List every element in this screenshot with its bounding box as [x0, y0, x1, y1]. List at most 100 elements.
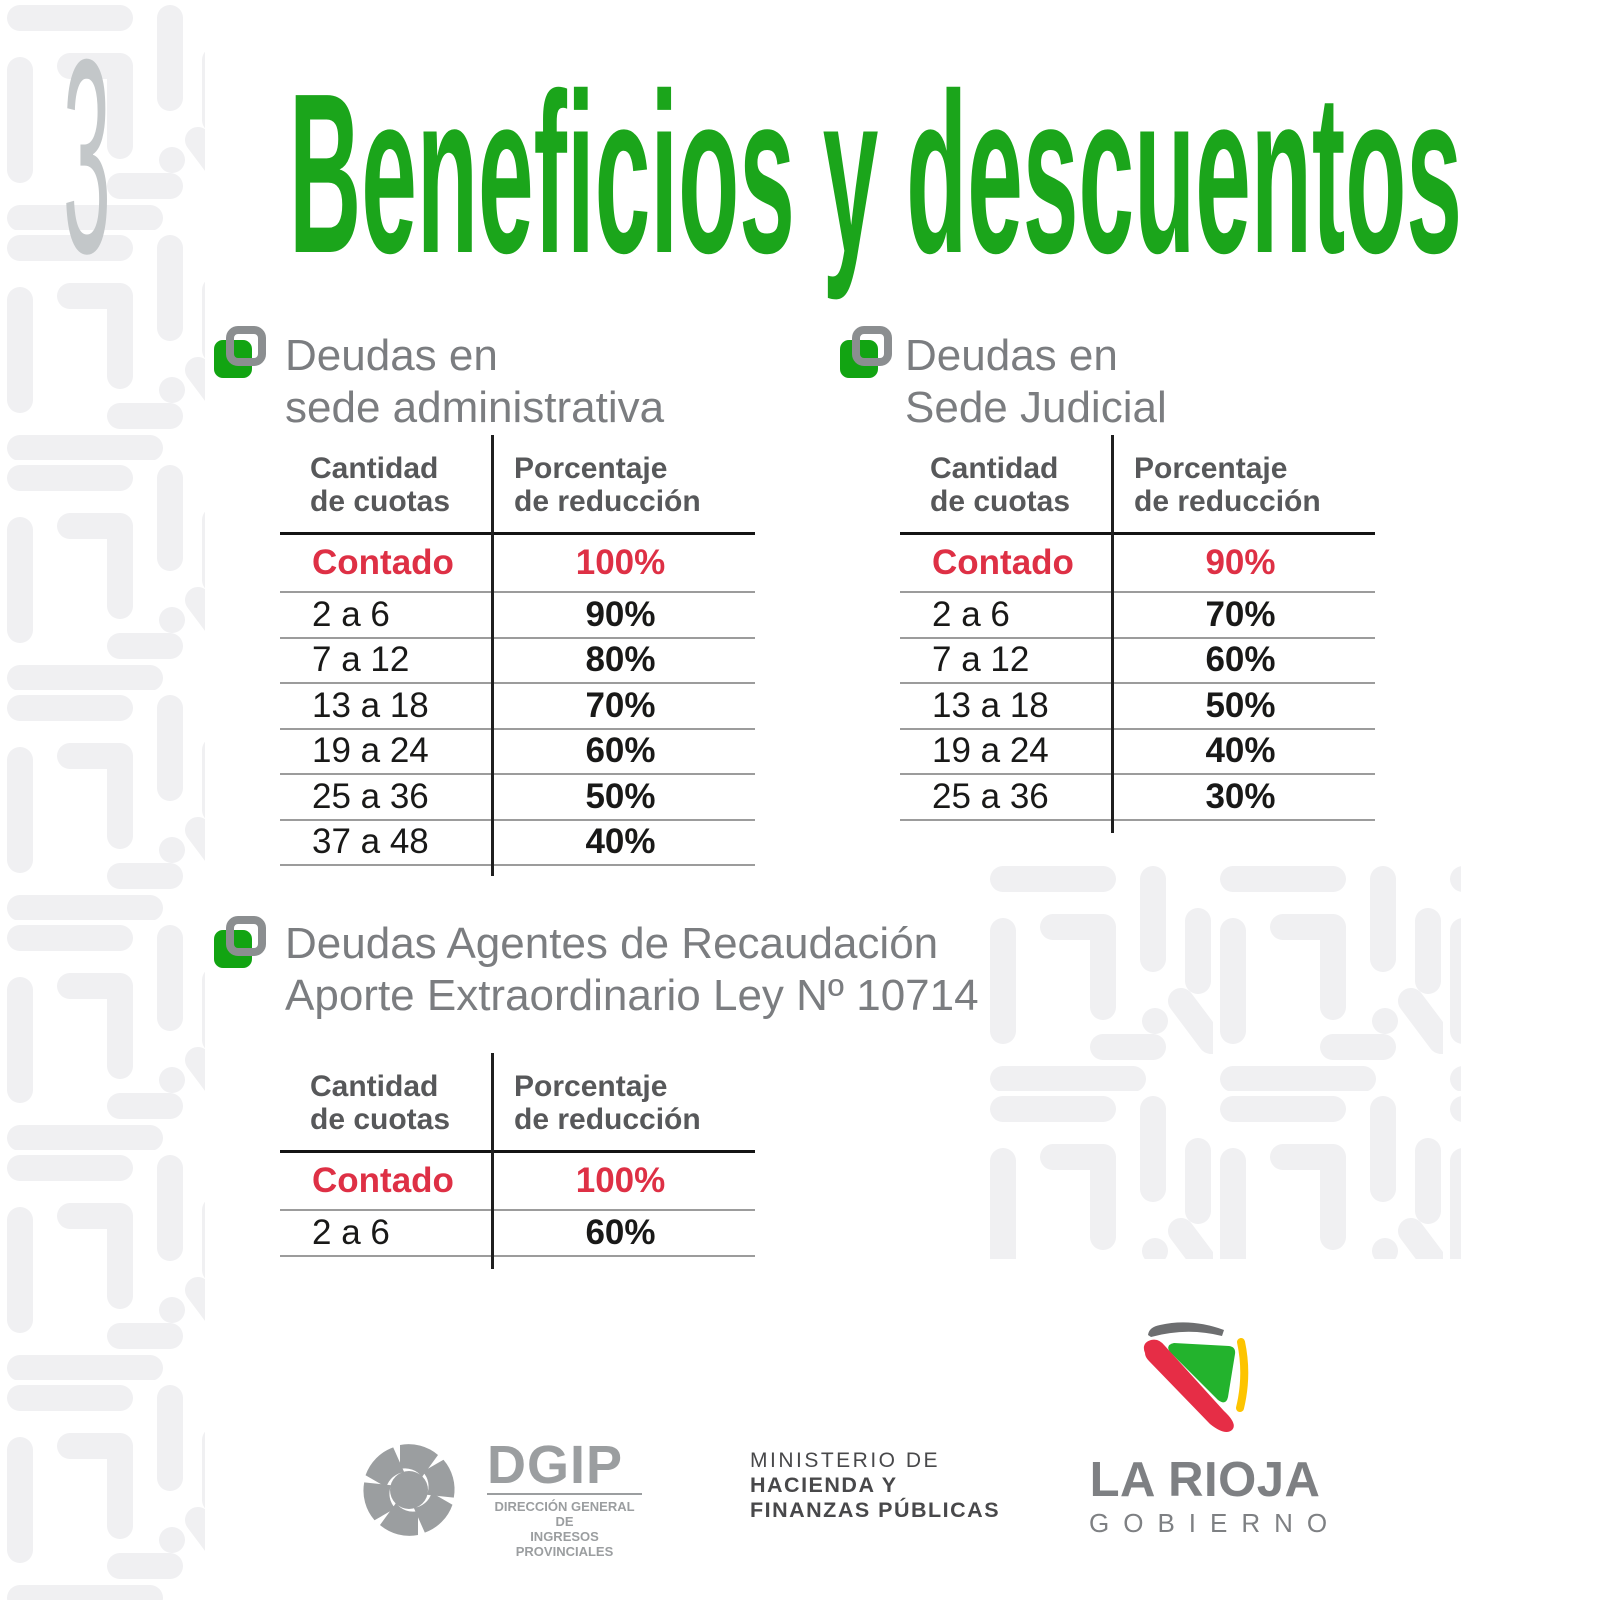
dgip-subtitle-line: INGRESOS PROVINCIALES [515, 1529, 614, 1559]
cuotas-cell: 7 a 12 [932, 640, 1030, 680]
column-header-line: Cantidad [310, 452, 439, 485]
column-header-reduccion: Porcentaje de reducción [492, 452, 755, 518]
dgip-rule [487, 1493, 642, 1495]
reduccion-cell: 60% [585, 1212, 656, 1252]
table-row: 7 a 12 60% [900, 639, 1375, 684]
table-row: 25 a 36 30% [900, 775, 1375, 821]
cuotas-cell: 37 a 48 [312, 822, 429, 862]
column-header-line: Porcentaje [514, 1070, 668, 1103]
page-title-text: Beneficios y descuentos [289, 47, 1462, 301]
dgip-aperture-icon [363, 1444, 455, 1536]
la-rioja-mark-icon [1143, 1322, 1249, 1432]
reduccion-cell: 40% [585, 822, 656, 862]
section-title-line2: sede administrativa [285, 383, 665, 432]
la-rioja-subtitle: GOBIERNO [1089, 1508, 1342, 1538]
reduccion-cell: 30% [1205, 776, 1276, 816]
table-row: 19 a 24 40% [900, 730, 1375, 775]
column-header-line: de cuotas [930, 485, 1071, 518]
cuotas-cell: 13 a 18 [312, 685, 429, 725]
page-number-glyph: 3 [63, 30, 111, 290]
column-header-line: Cantidad [310, 1070, 439, 1103]
column-header-line: de cuotas [310, 485, 451, 518]
bullet-ring [226, 326, 266, 366]
section-title-agentes: Deudas Agentes de Recaudación Aporte Ext… [285, 918, 979, 1022]
mark-yellow-blade [1236, 1338, 1249, 1412]
reduccion-cell: 40% [1205, 731, 1276, 771]
cuotas-cell: 19 a 24 [312, 731, 429, 771]
column-header-line: Porcentaje [1134, 452, 1288, 485]
column-header-cuotas: Cantidad de cuotas [280, 452, 492, 518]
cuotas-cell: 25 a 36 [312, 776, 429, 816]
table-row: 13 a 18 70% [280, 684, 755, 730]
table-row: 2 a 6 90% [280, 593, 755, 639]
reduccion-cell: 100% [575, 1161, 666, 1200]
table-administrativa: Cantidad de cuotas Porcentaje de reducci… [280, 432, 755, 876]
table-row: 37 a 48 40% [280, 821, 755, 866]
bullet-ring [852, 326, 892, 366]
reduccion-cell: 80% [585, 640, 656, 680]
cuotas-cell: Contado [312, 1161, 454, 1200]
table-row: 2 a 6 70% [900, 593, 1375, 639]
cuotas-cell: Contado [932, 543, 1074, 582]
cuotas-cell: 7 a 12 [312, 640, 410, 680]
dgip-subtitle-line: DIRECCIÓN GENERAL DE [494, 1499, 635, 1529]
column-header-line: de cuotas [310, 1103, 451, 1136]
bullet-icon [214, 326, 266, 378]
reduccion-cell: 70% [585, 685, 656, 725]
column-header-line: Porcentaje [514, 452, 668, 485]
reduccion-cell: 90% [585, 594, 656, 634]
maze-pattern-left [0, 0, 205, 1600]
section-title-administrativa: Deudas en sede administrativa [285, 330, 664, 434]
section-title-line1: Deudas en [285, 331, 498, 380]
table-row: 13 a 18 50% [900, 684, 1375, 730]
bullet-icon [840, 326, 892, 378]
la-rioja-name: LA RIOJA [1089, 1453, 1321, 1507]
table-row: Contado 100% [280, 1150, 755, 1211]
table-header: Cantidad de cuotas Porcentaje de reducci… [900, 432, 1375, 532]
section-title-line2: Sede Judicial [905, 383, 1167, 432]
reduccion-cell: 100% [575, 543, 666, 582]
page-number: 3 [63, 30, 111, 290]
cuotas-cell: Contado [312, 543, 454, 582]
column-header-reduccion: Porcentaje de reducción [1112, 452, 1375, 518]
reduccion-cell: 70% [1205, 594, 1276, 634]
table-column-divider [491, 435, 494, 876]
column-header-line: de reducción [514, 1103, 701, 1136]
table-row: Contado 100% [280, 532, 755, 593]
maze-pattern-middle [983, 861, 1461, 1259]
dgip-logo: DGIP DIRECCIÓN GENERAL DE INGRESOS PROVI… [357, 1430, 642, 1559]
cuotas-cell: 2 a 6 [932, 594, 1010, 634]
reduccion-cell: 50% [585, 776, 656, 816]
la-rioja-wordmark: LA RIOJA GOBIERNO [1075, 1455, 1335, 1539]
table-header: Cantidad de cuotas Porcentaje de reducci… [280, 1055, 755, 1150]
table-column-divider [491, 1053, 494, 1269]
bullet-ring [226, 916, 266, 956]
dgip-wordmark: DGIP DIRECCIÓN GENERAL DE INGRESOS PROVI… [487, 1435, 647, 1559]
mark-green-triangle [1168, 1343, 1236, 1403]
column-header-cuotas: Cantidad de cuotas [900, 452, 1112, 518]
column-header-line: de reducción [1134, 485, 1321, 518]
table-agentes: Cantidad de cuotas Porcentaje de reducci… [280, 1053, 755, 1269]
table-header: Cantidad de cuotas Porcentaje de reducci… [280, 432, 755, 532]
cuotas-cell: 25 a 36 [932, 776, 1049, 816]
mark-gray-blade [1148, 1322, 1224, 1337]
section-title-line1: Deudas Agentes de Recaudación [285, 919, 939, 968]
bullet-icon [214, 916, 266, 968]
reduccion-cell: 50% [1205, 685, 1276, 725]
table-row: Contado 90% [900, 532, 1375, 593]
table-row: 7 a 12 80% [280, 639, 755, 684]
reduccion-cell: 60% [585, 731, 656, 771]
table-row: 19 a 24 60% [280, 730, 755, 775]
ministry-line1: MINISTERIO DE [750, 1449, 941, 1472]
reduccion-cell: 60% [1205, 640, 1276, 680]
mark-red-blade [1143, 1339, 1234, 1432]
dgip-acronym: DGIP [487, 1435, 624, 1495]
column-header-line: de reducción [514, 485, 701, 518]
ministry-block: MINISTERIO DE HACIENDA Y FINANZAS PÚBLIC… [750, 1448, 1000, 1523]
reduccion-cell: 90% [1205, 543, 1276, 582]
column-header-cuotas: Cantidad de cuotas [280, 1070, 492, 1136]
table-row: 25 a 36 50% [280, 775, 755, 821]
table-judicial: Cantidad de cuotas Porcentaje de reducci… [900, 432, 1375, 833]
column-header-reduccion: Porcentaje de reducción [492, 1070, 755, 1136]
